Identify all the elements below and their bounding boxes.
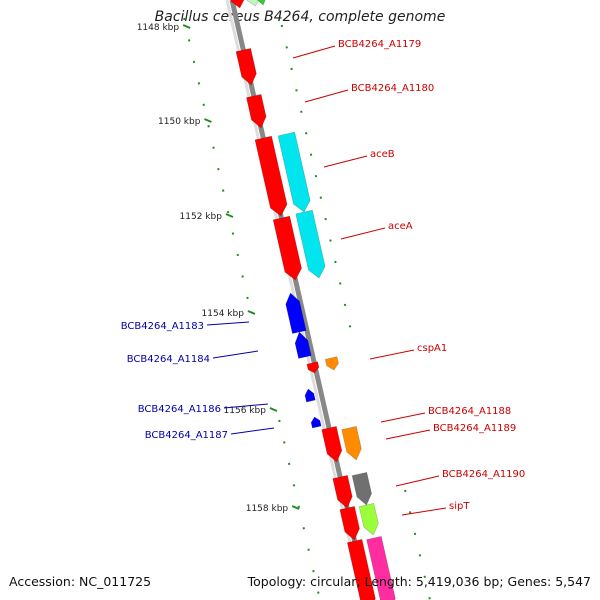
gene-aceA[interactable] — [272, 215, 302, 281]
gene-aceA-track[interactable] — [295, 209, 326, 279]
gene-features[interactable] — [229, 0, 396, 600]
callout-line-forward-0 — [292, 45, 336, 59]
callout-line-forward-2 — [323, 155, 368, 168]
gene-label-reverse-2[interactable]: BCB4264_A1186 — [138, 404, 221, 415]
scale-tick-mark-5 — [291, 505, 300, 510]
scale-tick-mark-4 — [269, 407, 278, 412]
gene-bcb4264-a1188[interactable] — [321, 425, 343, 463]
gene-label-forward-7[interactable]: BCB4264_A1190 — [442, 469, 525, 480]
gene-label-reverse-3[interactable]: BCB4264_A1187 — [145, 430, 228, 441]
callout-line-forward-1 — [304, 89, 349, 103]
callout-line-reverse-0 — [206, 321, 250, 326]
scale-ticks: 1148 kbp 1150 kbp 1152 kbp 1154 kbp 1156 kbp… — [137, 23, 300, 514]
gene-bcb4264-a1179[interactable] — [235, 47, 257, 86]
gene-label-forward-6[interactable]: BCB4264_A1189 — [433, 423, 516, 434]
gene-label-reverse-1[interactable]: BCB4264_A1184 — [127, 354, 210, 365]
callout-line-forward-7 — [395, 475, 440, 487]
scale-tick-mark-0 — [182, 24, 191, 29]
gene-small-red[interactable] — [306, 361, 320, 374]
callout-line-forward-5 — [380, 412, 426, 423]
gene-aceB[interactable] — [254, 135, 288, 217]
dotted-guides — [183, 17, 431, 600]
gene-bcb4264-a1190-red[interactable] — [332, 474, 353, 509]
gene-top-red[interactable] — [229, 0, 245, 9]
gene-label-forward-1[interactable]: BCB4264_A1180 — [351, 83, 434, 94]
scale-tick-mark-2 — [225, 213, 234, 218]
gene-sipT-red[interactable] — [339, 505, 360, 541]
callout-line-reverse-2 — [223, 403, 269, 409]
callout-line-reverse-3 — [230, 427, 275, 435]
accession-label: Accession: NC_011725 — [9, 574, 152, 589]
genome-title: Bacillus cereus B4264, complete genome — [154, 9, 446, 25]
gene-sipT[interactable] — [358, 502, 379, 536]
callout-line-reverse-1 — [212, 350, 259, 359]
gene-label-forward-8[interactable]: sipT — [449, 501, 470, 512]
gene-cspA1[interactable] — [324, 356, 339, 371]
gene-top-green[interactable] — [255, 0, 267, 6]
gene-callouts: BCB4264_A1179 BCB4264_A1180 aceB aceA cspA1 B… — [121, 39, 525, 516]
dotted-guide-1 — [280, 24, 353, 336]
gene-bcb4264-a1180[interactable] — [246, 93, 267, 129]
gene-bcb4264-a1189[interactable] — [341, 425, 362, 461]
gene-label-reverse-0[interactable]: BCB4264_A1183 — [121, 321, 204, 332]
scale-tick-label-0: 1148 kbp — [137, 23, 180, 33]
gene-bcb4264-a1187[interactable] — [310, 416, 322, 429]
gene-aceB-track[interactable] — [277, 131, 311, 213]
gene-label-forward-0[interactable]: BCB4264_A1179 — [338, 39, 421, 50]
gene-bottom-red[interactable] — [346, 538, 376, 600]
gene-bcb4264-a1184[interactable] — [294, 331, 312, 359]
callout-line-forward-8 — [401, 507, 447, 516]
scale-tick-label-1: 1150 kbp — [158, 117, 201, 127]
gene-label-forward-3[interactable]: aceA — [388, 221, 413, 232]
scale-tick-label-4: 1156 kbp — [224, 406, 267, 416]
gene-bcb4264-a1190[interactable] — [351, 471, 372, 506]
scale-tick-label-2: 1152 kbp — [180, 212, 223, 222]
gene-top-lightgreen[interactable] — [245, 0, 261, 7]
scale-tick-label-5: 1158 kbp — [246, 504, 289, 514]
gene-bottom-pink[interactable] — [366, 535, 396, 600]
scale-tick-mark-3 — [247, 310, 256, 315]
gene-label-forward-4[interactable]: cspA1 — [417, 343, 447, 354]
callout-line-forward-4 — [369, 349, 415, 360]
callout-line-forward-3 — [340, 227, 386, 240]
gene-bcb4264-a1183[interactable] — [285, 292, 307, 334]
gene-label-forward-2[interactable]: aceB — [370, 149, 395, 160]
scale-tick-label-3: 1154 kbp — [202, 309, 245, 319]
genome-summary-label: Topology: circular; Length: 5,419,036 bp… — [247, 574, 591, 589]
scale-tick-mark-1 — [204, 118, 212, 123]
callout-line-forward-6 — [385, 429, 431, 440]
gene-label-forward-5[interactable]: BCB4264_A1188 — [428, 406, 511, 417]
gene-bcb4264-a1186[interactable] — [304, 388, 316, 403]
